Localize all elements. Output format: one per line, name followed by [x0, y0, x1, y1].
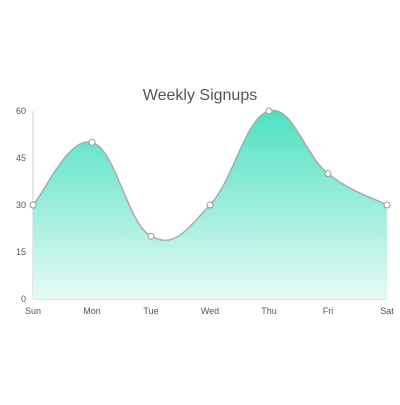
series-area — [33, 110, 387, 299]
y-tick-label-45: 45 — [16, 153, 26, 163]
y-tick-label-0: 0 — [21, 294, 26, 304]
x-tick-labels: Sun Mon Tue Wed Thu Fri Sat — [25, 306, 394, 316]
x-tick-label-mon: Mon — [83, 306, 101, 316]
data-point-sat[interactable] — [383, 201, 391, 209]
y-tick-label-60: 60 — [16, 106, 26, 116]
x-tick-label-tue: Tue — [143, 306, 158, 316]
data-point-sun[interactable] — [29, 201, 37, 209]
y-tick-label-30: 30 — [16, 200, 26, 210]
chart-title: Weekly Signups — [143, 87, 257, 104]
x-tick-label-wed: Wed — [201, 306, 219, 316]
data-point-thu[interactable] — [265, 107, 273, 115]
x-tick-label-sat: Sat — [380, 306, 394, 316]
area-layer — [33, 110, 387, 299]
data-point-tue[interactable] — [147, 232, 155, 240]
x-tick-label-sun: Sun — [25, 306, 41, 316]
x-tick-label-fri: Fri — [323, 306, 334, 316]
x-tick-label-thu: Thu — [261, 306, 277, 316]
data-point-mon[interactable] — [88, 138, 96, 146]
point-layer — [29, 107, 391, 240]
data-point-fri[interactable] — [324, 170, 332, 178]
y-tick-label-15: 15 — [16, 247, 26, 257]
data-point-wed[interactable] — [206, 201, 214, 209]
y-tick-labels: 0 15 30 45 60 — [16, 106, 26, 304]
